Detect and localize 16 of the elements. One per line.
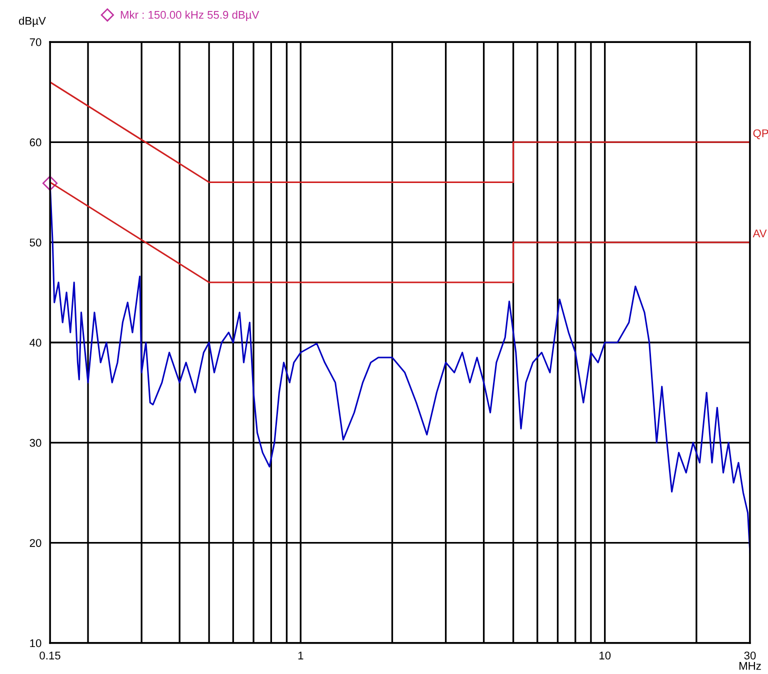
y-tick-label: 30 — [30, 438, 42, 447]
y-tick-label: 20 — [30, 539, 42, 547]
y-axis-title: dBµV — [18, 16, 46, 27]
y-tick-label: 40 — [30, 338, 42, 347]
y-tick-label: 10 — [30, 639, 42, 648]
x-tick-label: 1 — [298, 652, 304, 660]
x-tick-label: 0.15 — [40, 652, 60, 660]
y-tick-label: 60 — [30, 138, 42, 146]
series-label: AV — [752, 230, 767, 238]
x-tick-label: 10 — [600, 652, 611, 660]
y-tick-label: 70 — [30, 38, 42, 46]
x-axis-title: MHz — [739, 662, 761, 670]
series-label: QP — [753, 129, 768, 140]
text: Mkr : 150.00 kHz 55.9 dBµV — [120, 10, 260, 21]
x-tick-label: 30 — [744, 652, 756, 660]
y-tick-label: 50 — [30, 238, 42, 246]
